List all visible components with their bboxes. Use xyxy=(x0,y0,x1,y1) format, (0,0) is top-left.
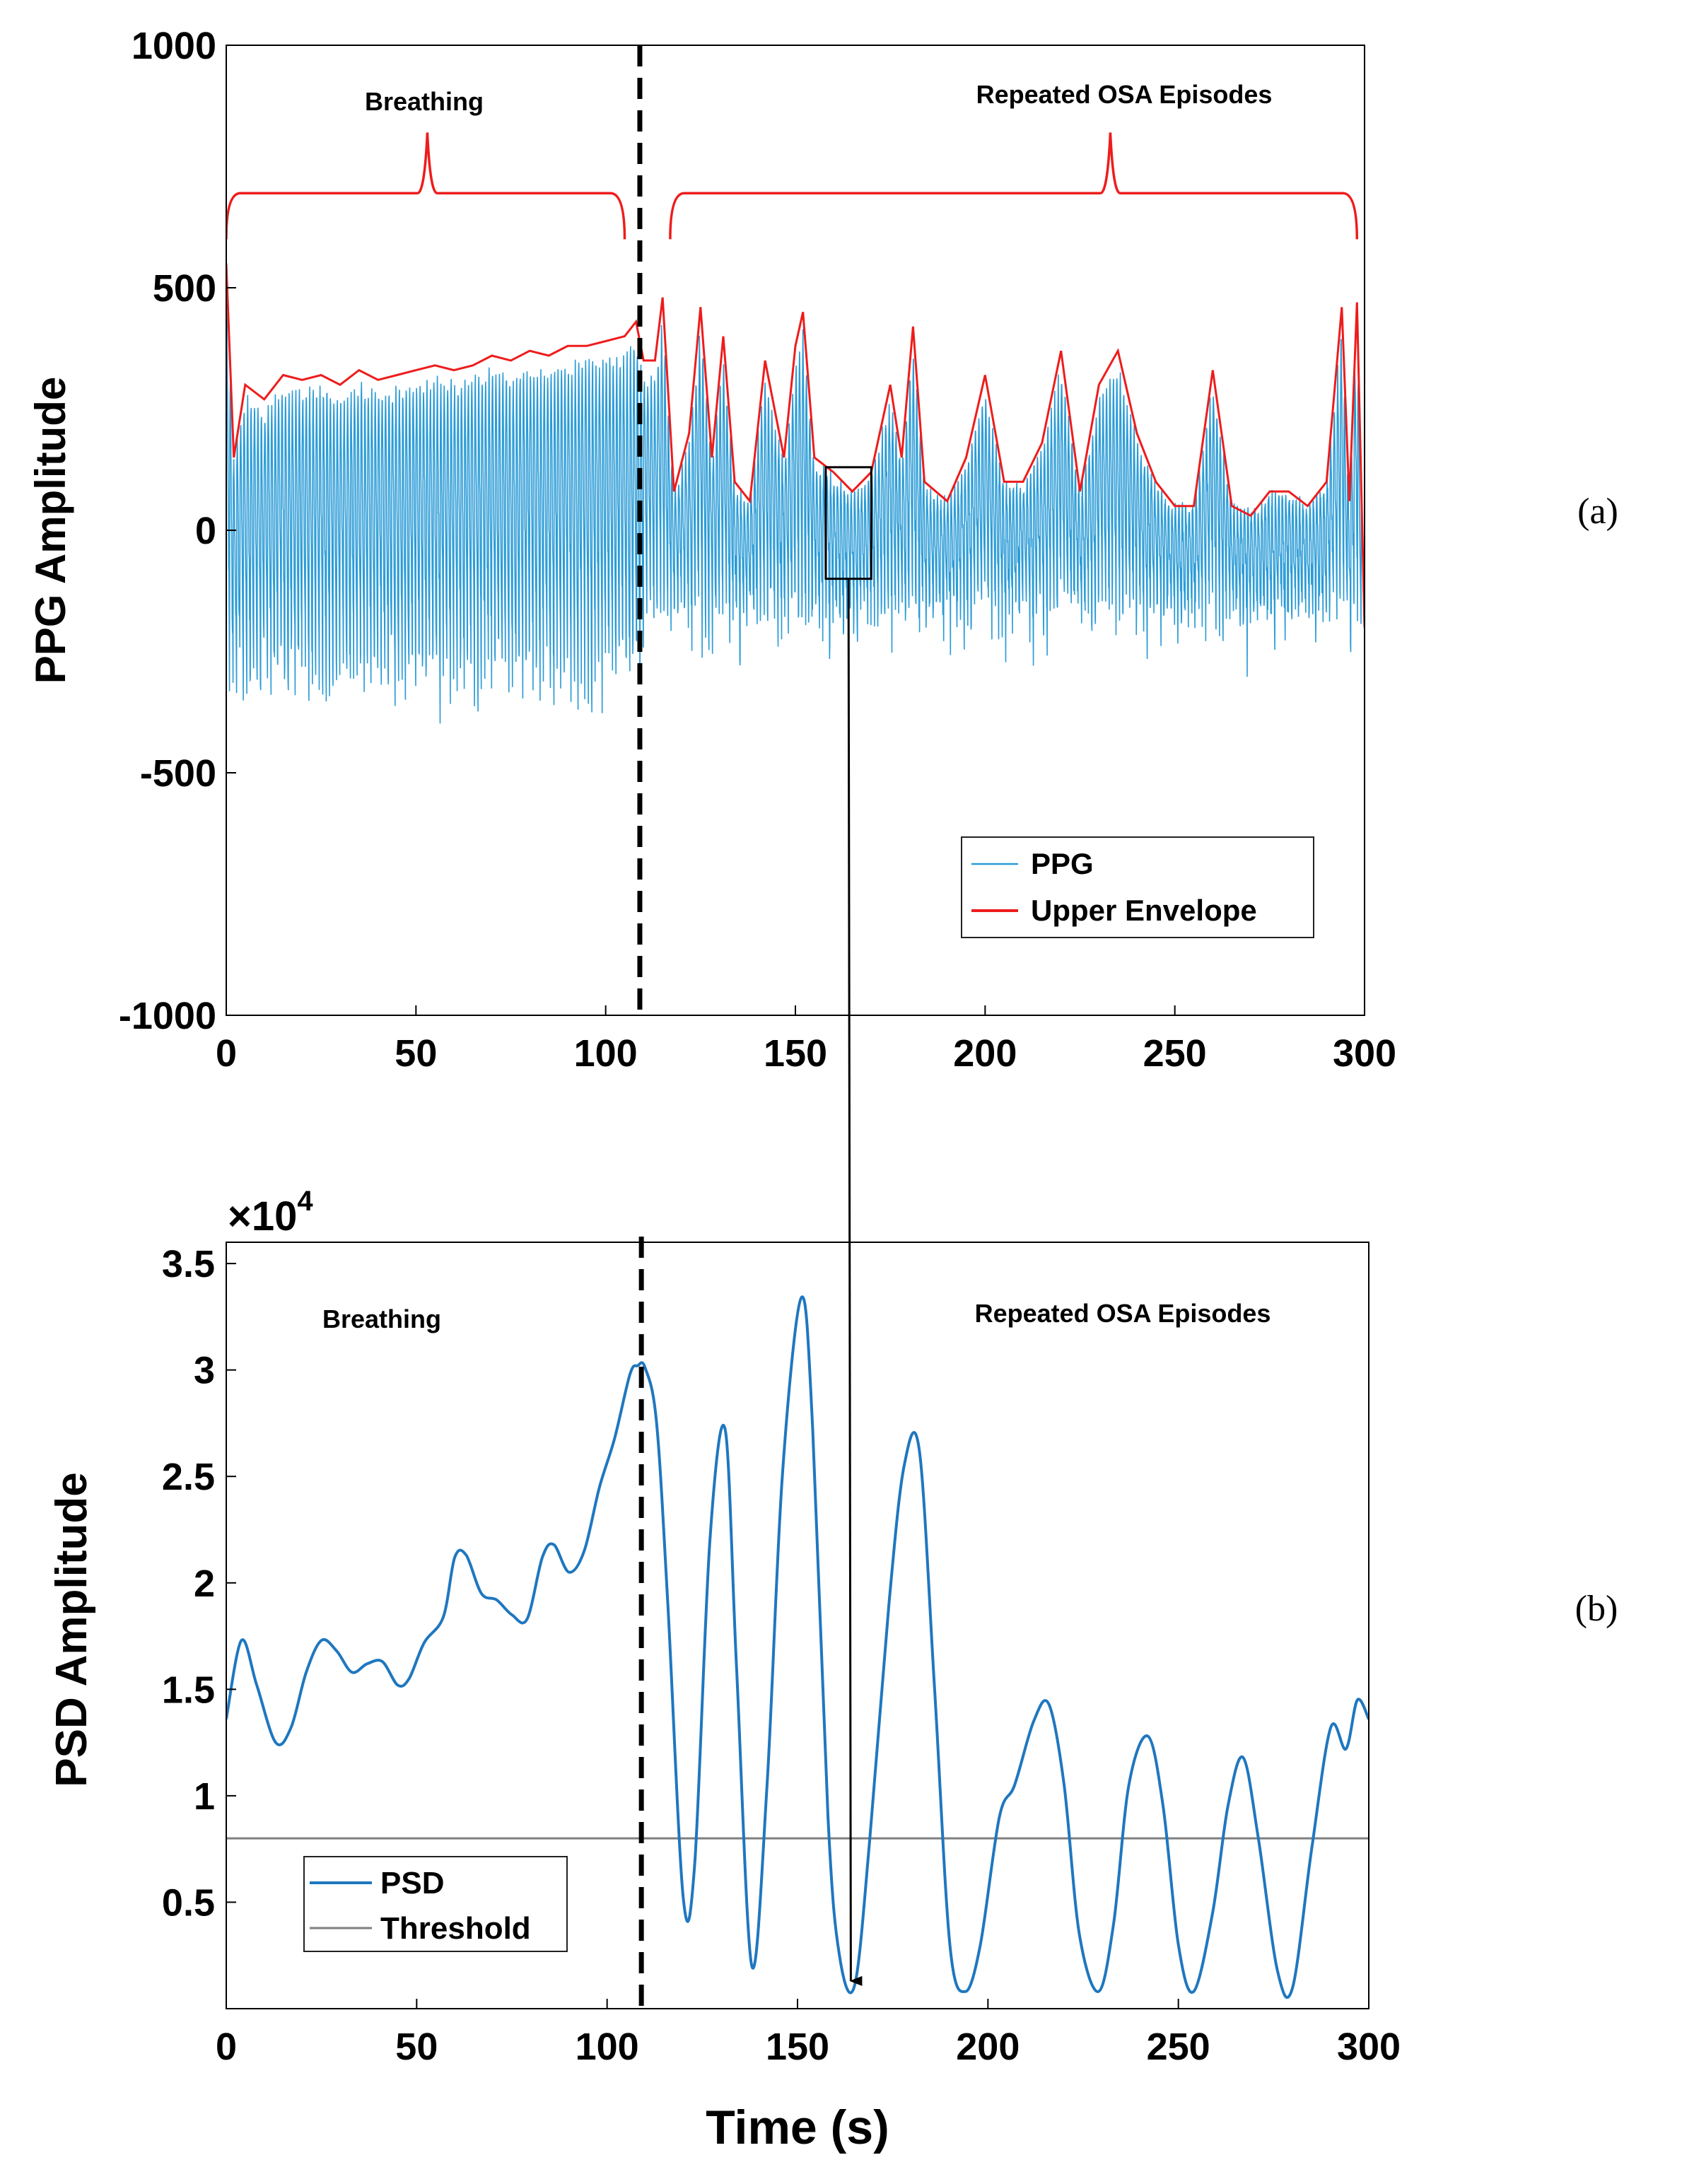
panel-b-y-tick-label: 1 xyxy=(194,1775,215,1818)
panel-a-ticks: 0 50 100 150 200 250 300 -1000 -500 0 500 1000 xyxy=(119,25,1396,1075)
panel-a-y-tick-label: 500 xyxy=(153,267,216,310)
psd-series-line xyxy=(226,1295,1369,1999)
breathing-bracket xyxy=(226,132,626,240)
panel-a-y-tick-label: -500 xyxy=(140,752,216,795)
multiplier-exponent: 4 xyxy=(297,1186,313,1217)
panel-b-x-tick-label: 150 xyxy=(766,2026,829,2068)
panel-a-x-tick-label: 250 xyxy=(1143,1032,1207,1075)
panel-b-y-tick-label: 2.5 xyxy=(162,1456,215,1498)
panel-b-x-axis-label: Time (s) xyxy=(706,2101,889,2154)
panel-a-x-tick-label: 0 xyxy=(216,1032,237,1075)
panel-b-legend-box xyxy=(303,1856,568,1952)
panel-a-legend-box xyxy=(961,836,1314,938)
panel-b-x-tick-label: 200 xyxy=(956,2026,1020,2068)
panel-b-plot-area xyxy=(226,1295,1369,1999)
panel-b-y-tick-label: 3.5 xyxy=(162,1243,215,1285)
panel-b-x-tick-label: 250 xyxy=(1147,2026,1210,2068)
panel-b-label: (b) xyxy=(1575,1589,1618,1629)
panel-a-y-tick-label: 1000 xyxy=(132,25,216,67)
panel-a-plot-area xyxy=(226,132,1365,724)
ppg-series-line xyxy=(226,313,1365,724)
panel-a: 0 50 100 150 200 250 300 -1000 -500 0 500 1000 Brea… xyxy=(27,25,1618,1075)
panel-a-y-tick-label: 0 xyxy=(195,510,216,552)
panel-a-x-tick-label: 150 xyxy=(764,1032,827,1075)
panel-a-x-tick-label: 200 xyxy=(953,1032,1017,1075)
upper-envelope-series-line xyxy=(226,263,1365,628)
osa-bracket xyxy=(669,132,1359,240)
panel-a-y-tick-label: -1000 xyxy=(119,995,216,1037)
multiplier-base: ×10 xyxy=(228,1193,297,1239)
panel-b-x-tick-label: 300 xyxy=(1337,2026,1401,2068)
panel-a-breathing-label: Breathing xyxy=(365,87,484,116)
panel-b-y-tick-label: 2 xyxy=(194,1563,215,1605)
panel-b-y-tick-label: 0.5 xyxy=(162,1881,215,1924)
panel-a-osa-label: Repeated OSA Episodes xyxy=(976,80,1273,109)
panel-b-multiplier: ×104 xyxy=(228,1186,313,1239)
panel-a-x-tick-label: 100 xyxy=(574,1032,638,1075)
legend-ppg-label: PPG xyxy=(1031,847,1094,880)
panel-b-y-axis-label: PSD Amplitude xyxy=(47,1472,96,1787)
panel-b-breathing-label: Breathing xyxy=(322,1304,441,1333)
legend-psd-label: PSD xyxy=(380,1866,444,1900)
panel-b-y-tick-label: 3 xyxy=(194,1350,215,1392)
panel-a-x-tick-label: 50 xyxy=(395,1032,437,1075)
panel-a-y-axis-label: PPG Amplitude xyxy=(27,377,74,684)
panel-b-legend: PSD Threshold xyxy=(303,1856,568,1952)
panel-a-legend: PPG Upper Envelope xyxy=(961,836,1314,938)
legend-envelope-label: Upper Envelope xyxy=(1031,894,1257,927)
zoom-to-psd-arrow xyxy=(847,578,863,1986)
panel-b-x-tick-label: 100 xyxy=(576,2026,639,2068)
panel-b-ticks: 0 50 100 150 200 250 300 0.5 1 1.5 2 2.5 3 3.5 xyxy=(162,1243,1401,2068)
panel-b-x-tick-label: 50 xyxy=(395,2026,438,2068)
panel-b-osa-label: Repeated OSA Episodes xyxy=(975,1299,1271,1328)
panel-b: 0 50 100 150 200 250 300 0.5 1 1.5 2 2.5 3 3.5 Breath… xyxy=(47,1186,1618,2154)
legend-threshold-label: Threshold xyxy=(380,1911,531,1946)
panel-a-x-tick-label: 300 xyxy=(1333,1032,1396,1075)
panel-b-y-tick-label: 1.5 xyxy=(162,1669,215,1711)
panel-b-x-tick-label: 0 xyxy=(216,2026,237,2068)
panel-a-label: (a) xyxy=(1577,491,1618,532)
